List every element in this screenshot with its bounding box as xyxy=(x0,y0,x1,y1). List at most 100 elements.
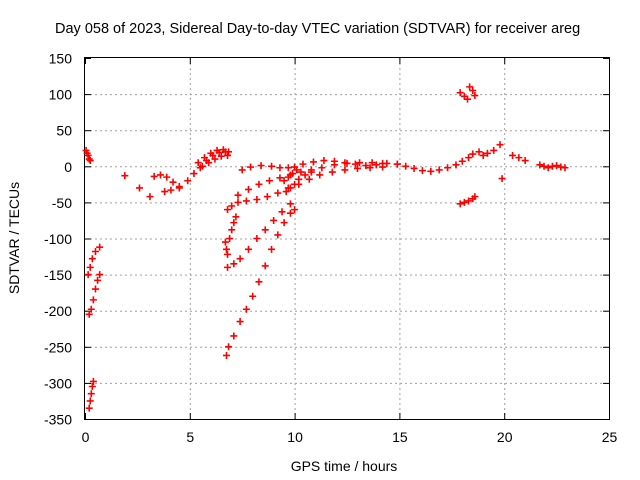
data-point xyxy=(225,148,233,156)
gridlines xyxy=(85,58,609,419)
data-point xyxy=(341,166,349,174)
data-point xyxy=(228,226,236,234)
data-point xyxy=(286,209,294,217)
data-point xyxy=(169,178,177,186)
data-point xyxy=(286,184,294,192)
data-point xyxy=(268,245,276,253)
data-point xyxy=(356,159,364,167)
series-mid-d xyxy=(282,168,315,196)
data-point xyxy=(244,185,252,193)
data-point xyxy=(372,161,380,169)
data-point xyxy=(276,164,284,172)
data-point xyxy=(536,161,544,169)
data-point xyxy=(466,83,474,91)
series-isolated-early xyxy=(121,172,154,201)
series-start-top xyxy=(82,146,94,165)
data-point xyxy=(238,166,246,174)
data-point xyxy=(284,173,292,181)
data-point xyxy=(465,154,473,162)
y-axis-label: SDTVAR / TECUs xyxy=(6,182,22,294)
data-point xyxy=(257,162,265,170)
data-point xyxy=(156,171,164,179)
data-point xyxy=(479,151,487,159)
series-late-mid xyxy=(475,141,504,159)
data-point xyxy=(255,278,263,286)
data-point xyxy=(490,146,498,154)
y-tick-label: 0 xyxy=(64,159,72,175)
data-point xyxy=(198,162,206,170)
data-point xyxy=(289,170,297,178)
series-late-high xyxy=(456,83,479,103)
data-point xyxy=(249,292,257,300)
y-tick-label: -250 xyxy=(44,339,72,355)
data-point xyxy=(282,188,290,196)
data-point xyxy=(498,175,506,183)
series-drop-steep xyxy=(221,213,240,258)
data-point xyxy=(146,193,154,201)
data-point xyxy=(184,177,192,185)
data-point xyxy=(452,161,460,169)
data-point xyxy=(211,155,219,163)
data-point xyxy=(230,332,238,340)
data-point xyxy=(393,160,401,168)
data-point xyxy=(224,151,232,159)
data-point xyxy=(521,157,529,165)
data-point xyxy=(89,296,97,304)
x-tick-label: 25 xyxy=(602,429,618,445)
data-point xyxy=(330,157,338,165)
data-point xyxy=(509,151,517,159)
data-point xyxy=(295,175,303,183)
data-point xyxy=(88,383,96,391)
data-point xyxy=(469,150,477,158)
data-point xyxy=(194,159,202,167)
y-tick-label: -100 xyxy=(44,231,72,247)
series-end-cluster xyxy=(536,161,569,172)
data-point xyxy=(224,206,232,214)
data-point xyxy=(307,168,315,176)
data-point xyxy=(341,159,349,167)
data-point xyxy=(410,164,418,172)
series-arc-2 xyxy=(194,146,233,167)
series-early-drop-a xyxy=(84,243,104,279)
data-point xyxy=(458,157,466,165)
data-point xyxy=(121,172,129,180)
data-point xyxy=(301,171,309,179)
series-rise-a xyxy=(222,206,299,359)
x-tick-label: 5 xyxy=(186,429,194,445)
data-point xyxy=(167,186,175,194)
data-point xyxy=(483,149,491,157)
y-tick-label: 100 xyxy=(49,87,73,103)
data-point xyxy=(234,191,242,199)
data-point xyxy=(213,146,221,154)
data-point xyxy=(161,188,169,196)
data-point xyxy=(366,164,374,172)
data-point xyxy=(261,262,269,270)
data-point xyxy=(305,175,313,183)
data-point xyxy=(87,390,95,398)
series-wave xyxy=(393,150,477,175)
data-point xyxy=(261,226,269,234)
data-point xyxy=(291,180,299,188)
y-tick-label: -350 xyxy=(44,412,72,428)
data-point xyxy=(88,255,96,263)
data-point xyxy=(544,164,552,172)
data-point xyxy=(471,92,479,100)
data-point xyxy=(163,173,171,181)
data-point xyxy=(276,174,284,182)
data-point xyxy=(465,197,473,205)
data-point xyxy=(190,170,198,178)
series-mid-c xyxy=(238,157,401,174)
x-tick-label: 10 xyxy=(287,429,303,445)
data-point xyxy=(280,219,288,227)
data-point xyxy=(268,162,276,170)
y-tick-label: -50 xyxy=(52,195,72,211)
data-point xyxy=(316,171,324,179)
data-point xyxy=(205,159,213,167)
data-point xyxy=(278,208,286,216)
data-point xyxy=(224,263,232,271)
data-point xyxy=(234,198,242,206)
data-point xyxy=(418,167,426,175)
data-point xyxy=(86,157,94,165)
data-point xyxy=(219,146,227,154)
